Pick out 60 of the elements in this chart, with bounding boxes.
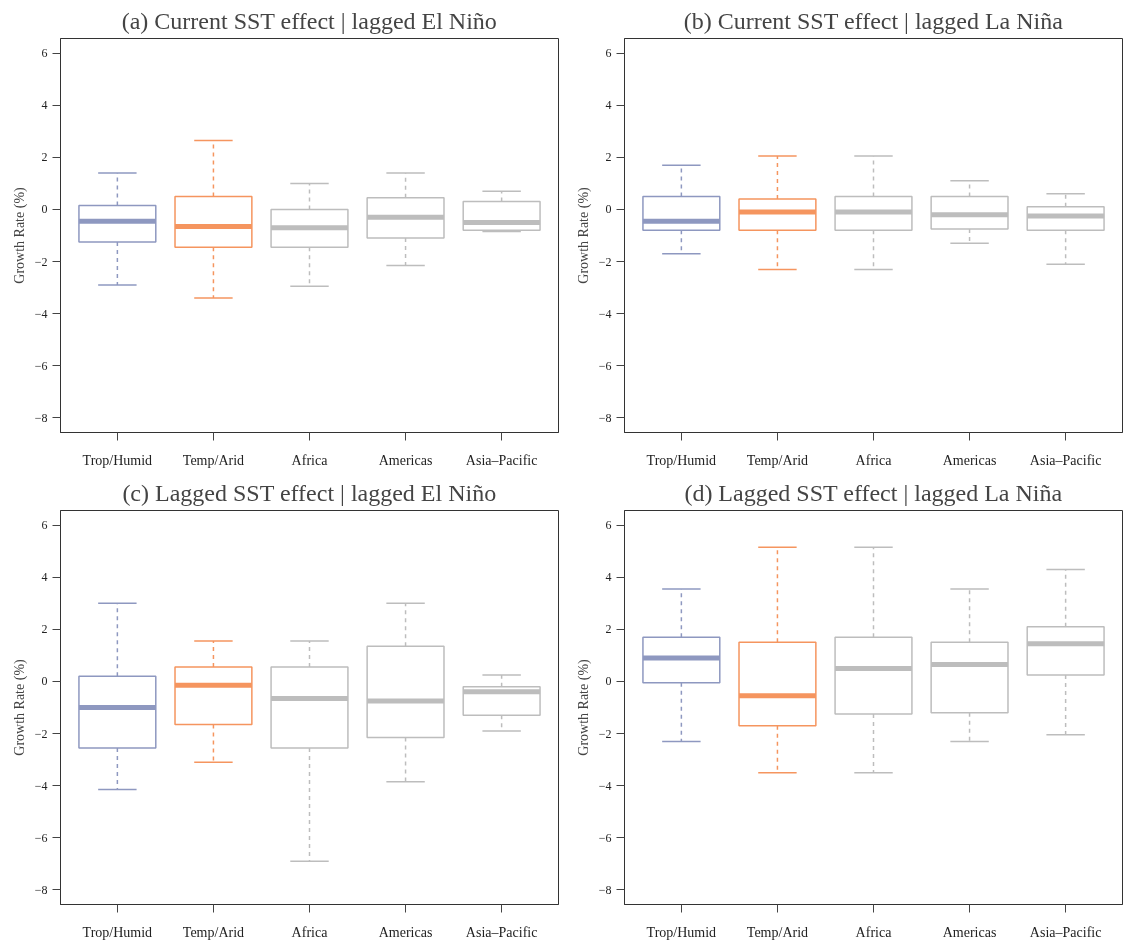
y-tick-label: −6 [34, 358, 48, 373]
y-tick-label: −8 [34, 410, 48, 425]
x-tick-label: Americas [378, 452, 433, 468]
y-tick-label: −6 [598, 830, 612, 845]
y-tick-label: 0 [605, 202, 612, 217]
x-tick-label: Africa [291, 452, 329, 468]
y-tick-label: −2 [598, 726, 612, 741]
y-tick-label: −8 [598, 410, 612, 425]
y-tick-label: 6 [41, 46, 48, 61]
y-tick-label: 6 [605, 518, 612, 533]
y-tick-label: 2 [41, 150, 48, 165]
y-tick-label: −6 [598, 358, 612, 373]
y-tick-label: 4 [605, 98, 612, 113]
x-tick-label: Americas [942, 452, 997, 468]
y-tick-label: 6 [605, 46, 612, 61]
x-tick-label: Trop/Humid [82, 452, 153, 468]
y-tick-label: 6 [41, 518, 48, 533]
y-tick-label: 0 [605, 674, 612, 689]
x-tick-label: Temp/Arid [182, 452, 245, 468]
x-tick-label: Americas [942, 924, 997, 940]
chart-title: (c) Lagged SST effect | lagged El Niño [122, 479, 497, 506]
x-tick-label: Asia–Pacific [1029, 452, 1102, 468]
y-tick-label: −6 [34, 830, 48, 845]
x-tick-label: Trop/Humid [82, 924, 153, 940]
x-tick-label: Asia–Pacific [465, 924, 538, 940]
x-tick-label: Temp/Arid [182, 924, 245, 940]
x-tick-label: Africa [291, 924, 329, 940]
chart-title: (d) Lagged SST effect | lagged La Niña [684, 479, 1063, 506]
y-tick-label: −8 [34, 882, 48, 897]
x-tick-label: Trop/Humid [646, 452, 717, 468]
chart-title: (b) Current SST effect | lagged La Niña [683, 7, 1064, 34]
y-axis-title: Growth Rate (%) [575, 658, 592, 756]
x-tick-label: Africa [855, 452, 893, 468]
x-tick-label: Asia–Pacific [1029, 924, 1102, 940]
x-tick-label: Temp/Arid [746, 452, 809, 468]
y-tick-label: −4 [598, 778, 612, 793]
y-tick-label: 2 [605, 622, 612, 637]
x-tick-label: Trop/Humid [646, 924, 717, 940]
y-axis-title: Growth Rate (%) [11, 186, 28, 284]
y-axis-title: Growth Rate (%) [11, 658, 28, 756]
y-tick-label: −2 [34, 254, 48, 269]
y-tick-label: 4 [41, 570, 48, 585]
y-axis-title: Growth Rate (%) [575, 186, 592, 284]
y-tick-label: 4 [605, 570, 612, 585]
y-tick-label: 0 [41, 202, 48, 217]
y-tick-label: −2 [34, 726, 48, 741]
y-tick-label: −2 [598, 254, 612, 269]
y-tick-label: −8 [598, 882, 612, 897]
x-tick-label: Africa [855, 924, 893, 940]
y-tick-label: 4 [41, 98, 48, 113]
y-tick-label: −4 [34, 306, 48, 321]
y-tick-label: −4 [598, 306, 612, 321]
x-tick-label: Temp/Arid [746, 924, 809, 940]
chart-title: (a) Current SST effect | lagged El Niño [121, 7, 497, 34]
y-tick-label: 2 [605, 150, 612, 165]
x-tick-label: Americas [378, 924, 433, 940]
y-tick-label: −4 [34, 778, 48, 793]
y-tick-label: 2 [41, 622, 48, 637]
x-tick-label: Asia–Pacific [465, 452, 538, 468]
y-tick-label: 0 [41, 674, 48, 689]
